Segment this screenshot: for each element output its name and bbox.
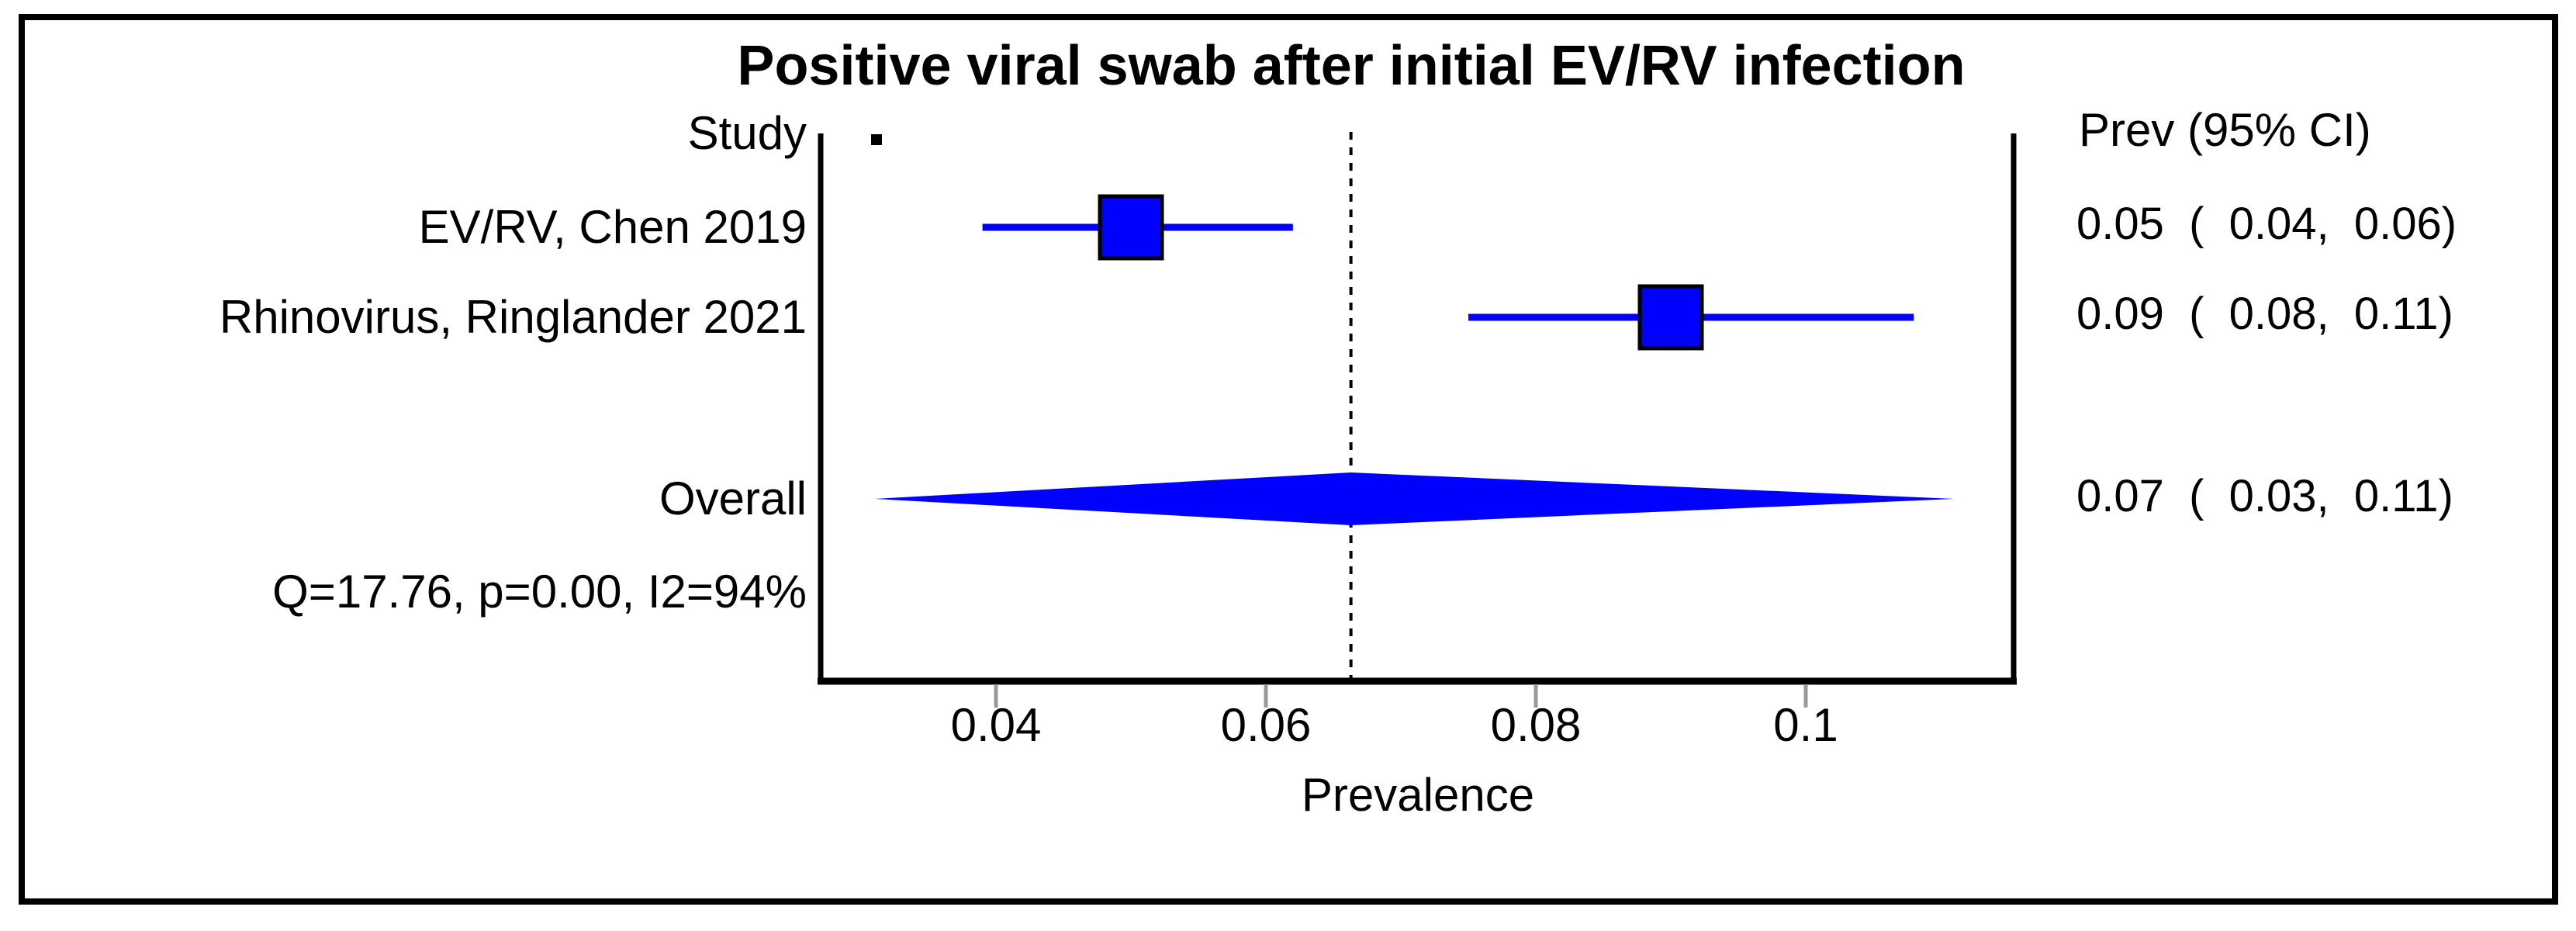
prev-value-chen: 0.05 ( 0.04, 0.06) bbox=[2076, 199, 2457, 249]
figure-border bbox=[19, 14, 2558, 905]
prev-value-ringlander: 0.09 ( 0.08, 0.11) bbox=[2076, 289, 2453, 339]
effect-square bbox=[1637, 284, 1704, 351]
effect-square bbox=[1098, 194, 1164, 261]
overall-diamond bbox=[874, 472, 1955, 525]
prev-value-overall: 0.07 ( 0.03, 0.11) bbox=[2076, 471, 2453, 521]
x-axis-label: Prevalence bbox=[1301, 769, 1535, 821]
heterogeneity-stats: Q=17.76, p=0.00, I2=94% bbox=[272, 566, 807, 618]
study-column-header: Study bbox=[687, 107, 807, 159]
prev-ci-column-header: Prev (95% CI) bbox=[2079, 104, 2371, 156]
chart-title: Positive viral swab after initial EV/RV … bbox=[737, 35, 1966, 97]
x-tick-label: 0.06 bbox=[1220, 699, 1312, 751]
overall-label: Overall bbox=[659, 472, 807, 524]
x-tick-label: 0.1 bbox=[1773, 699, 1838, 751]
study-label-ringlander: Rhinovirus, Ringlander 2021 bbox=[219, 291, 807, 343]
study-label-chen: EV/RV, Chen 2019 bbox=[418, 201, 807, 253]
x-tick-label: 0.08 bbox=[1490, 699, 1582, 751]
x-tick-label: 0.04 bbox=[950, 699, 1042, 751]
top-tick-mark bbox=[871, 134, 882, 145]
